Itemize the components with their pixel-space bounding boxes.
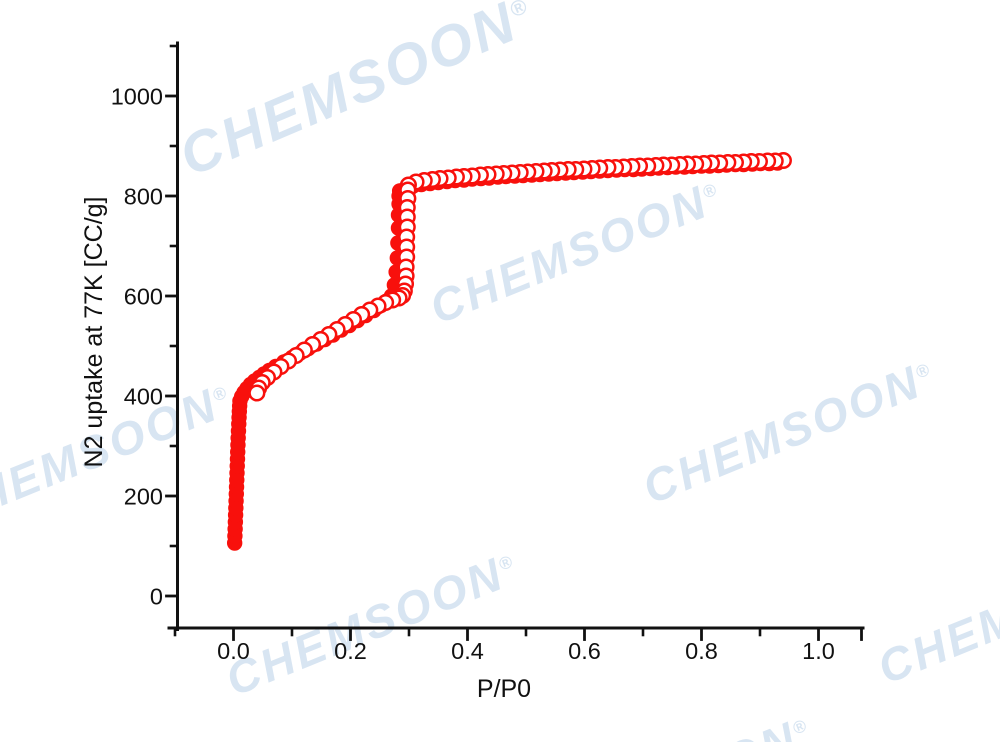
desorption-series xyxy=(248,151,792,402)
svg-text:600: 600 xyxy=(124,284,163,310)
svg-text:800: 800 xyxy=(124,184,163,210)
svg-text:0.8: 0.8 xyxy=(685,638,718,664)
svg-text:0: 0 xyxy=(150,584,163,610)
svg-text:0.0: 0.0 xyxy=(217,638,250,664)
svg-text:400: 400 xyxy=(124,384,163,410)
svg-text:0.4: 0.4 xyxy=(451,638,484,664)
axes: 0.0 0.2 0.4 0.6 0.8 1.0 0 200 400 600 800 1000 P/P0 N… xyxy=(80,41,865,703)
svg-text:0.6: 0.6 xyxy=(568,638,601,664)
svg-text:N2 uptake at 77K [CC/g]: N2 uptake at 77K [CC/g] xyxy=(80,197,108,468)
svg-text:0.2: 0.2 xyxy=(334,638,367,664)
svg-text:1.0: 1.0 xyxy=(802,638,835,664)
svg-text:P/P0: P/P0 xyxy=(477,675,531,703)
svg-text:1000: 1000 xyxy=(111,84,163,110)
svg-text:200: 200 xyxy=(124,484,163,510)
